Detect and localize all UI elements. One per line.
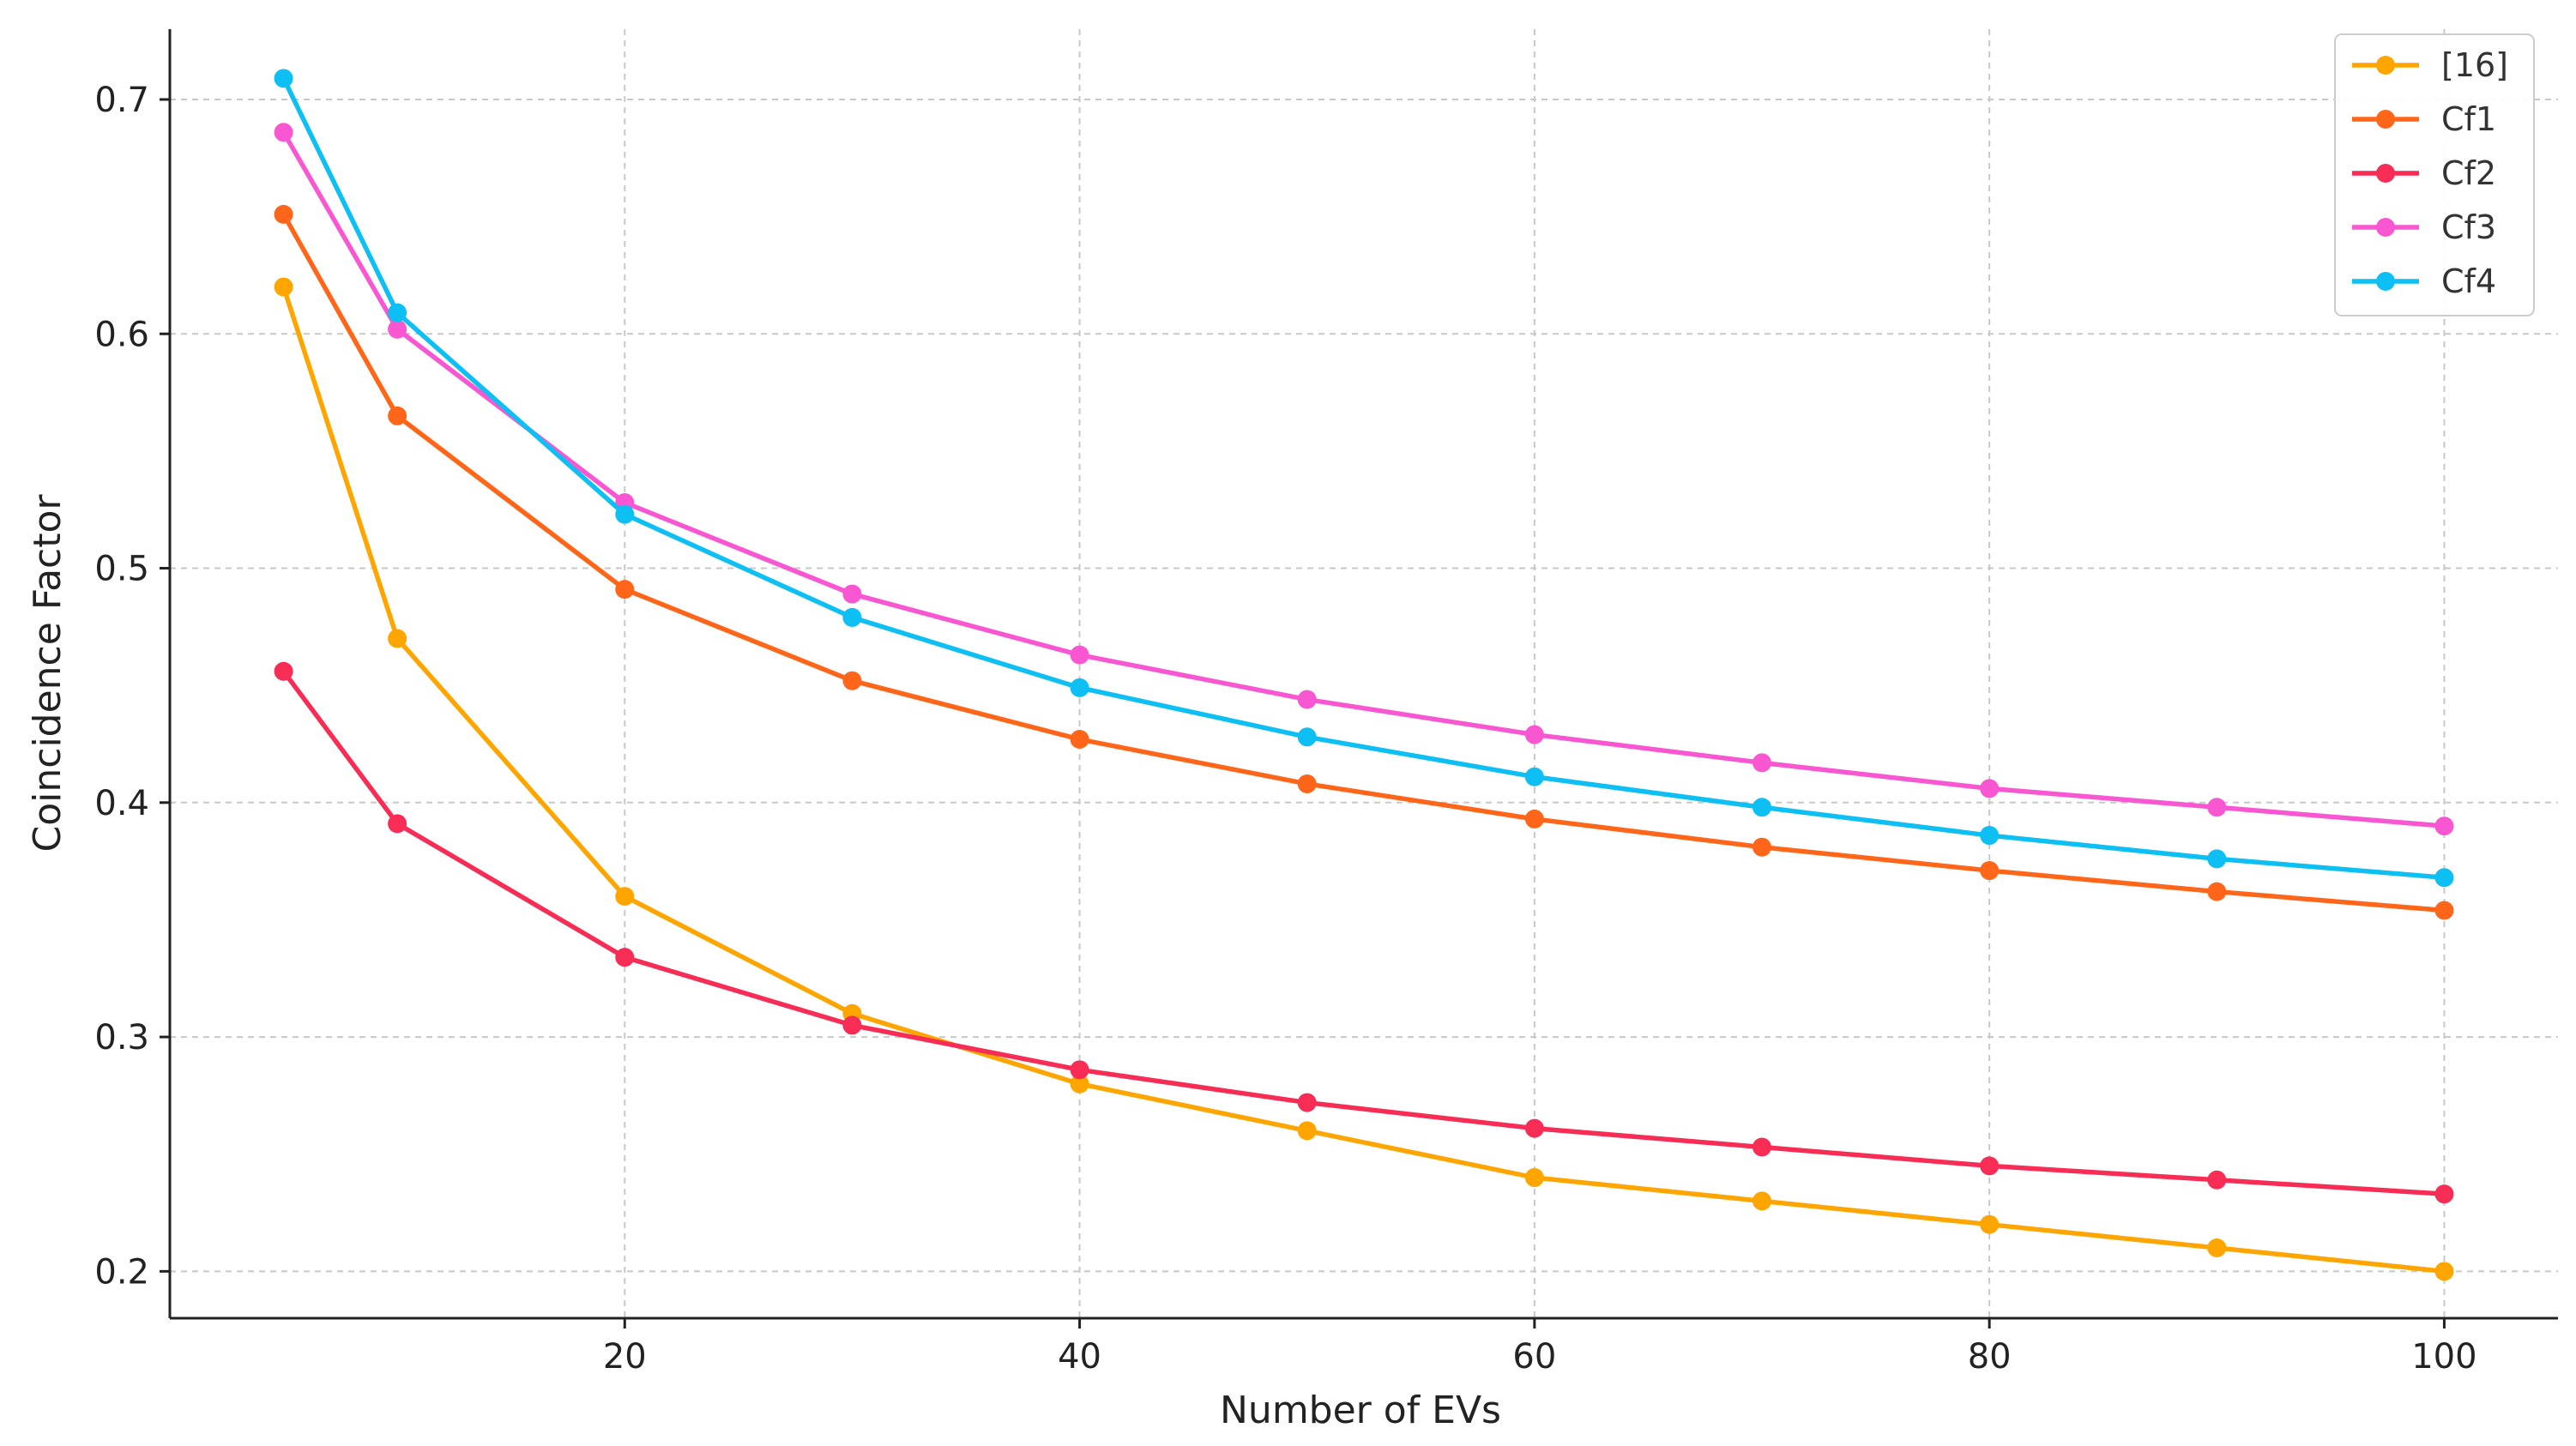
data-point-cf4 bbox=[842, 607, 862, 627]
data-point-cf1 bbox=[2434, 901, 2454, 920]
data-point-16 bbox=[388, 629, 407, 648]
legend-swatch-marker bbox=[2376, 272, 2395, 291]
data-point-cf2 bbox=[842, 1015, 862, 1035]
series-cf2 bbox=[274, 661, 2454, 1204]
data-point-16 bbox=[2207, 1238, 2227, 1258]
legend-item-cf2: Cf2 bbox=[2352, 154, 2496, 192]
y-tick-label: 0.7 bbox=[94, 81, 149, 120]
data-point-16 bbox=[1524, 1168, 1544, 1188]
data-point-cf1 bbox=[1753, 837, 1771, 857]
legend-swatch-marker bbox=[2376, 218, 2395, 237]
data-point-cf2 bbox=[1524, 1118, 1544, 1138]
data-point-16 bbox=[1297, 1121, 1317, 1141]
x-tick-label: 20 bbox=[603, 1337, 647, 1377]
y-axis-label: Coincidence Factor bbox=[26, 494, 69, 853]
data-point-cf2 bbox=[1980, 1156, 2000, 1176]
data-point-cf3 bbox=[1753, 753, 1771, 773]
series-line-cf3 bbox=[281, 130, 2445, 828]
legend-swatch-marker bbox=[2376, 110, 2395, 129]
legend-box bbox=[2334, 33, 2535, 316]
data-point-cf3 bbox=[2434, 816, 2454, 836]
data-point-cf4 bbox=[2434, 868, 2454, 888]
data-point-cf3 bbox=[1524, 725, 1544, 744]
data-point-cf1 bbox=[1070, 730, 1089, 750]
data-point-cf2 bbox=[388, 814, 407, 834]
series-line-cf1 bbox=[281, 213, 2445, 913]
data-point-cf4 bbox=[274, 69, 293, 88]
data-point-cf3 bbox=[1980, 779, 2000, 798]
data-point-cf2 bbox=[1753, 1137, 1771, 1157]
axes bbox=[168, 29, 2558, 1320]
legend-swatch-marker bbox=[2376, 164, 2395, 183]
series-line-cf2 bbox=[281, 670, 2445, 1196]
legend: [16] Cf1 Cf2 Cf3 Cf4 bbox=[2334, 33, 2535, 316]
data-point-cf4 bbox=[1070, 678, 1089, 697]
data-point-16 bbox=[2434, 1262, 2454, 1281]
legend-label: Cf1 bbox=[2441, 100, 2496, 138]
ticks: 20 40 60 80 100 0.2 0.3 0.4 0.5 0.6 0.7 bbox=[94, 81, 2476, 1377]
data-point-cf2 bbox=[2434, 1184, 2454, 1204]
y-tick-label: 0.6 bbox=[94, 315, 149, 354]
data-point-16 bbox=[1980, 1214, 2000, 1234]
data-point-cf1 bbox=[2207, 882, 2227, 901]
y-tick-label: 0.2 bbox=[94, 1252, 149, 1292]
series-cf1 bbox=[274, 204, 2454, 920]
data-point-cf3 bbox=[1070, 645, 1089, 665]
data-point-cf2 bbox=[1070, 1060, 1089, 1080]
data-point-cf4 bbox=[615, 504, 635, 524]
legend-item-cf3: Cf3 bbox=[2352, 208, 2496, 246]
series bbox=[274, 69, 2454, 1281]
data-point-16 bbox=[1753, 1191, 1771, 1211]
data-point-cf1 bbox=[274, 204, 293, 224]
legend-item-16: [16] bbox=[2352, 46, 2508, 84]
data-point-cf4 bbox=[2207, 849, 2227, 869]
legend-label: Cf2 bbox=[2441, 154, 2496, 192]
x-tick-label: 60 bbox=[1512, 1337, 1556, 1377]
series-cf3 bbox=[274, 123, 2454, 836]
x-tick-label: 100 bbox=[2411, 1337, 2476, 1377]
data-point-cf1 bbox=[1297, 774, 1317, 793]
legend-item-cf4: Cf4 bbox=[2352, 262, 2496, 300]
data-point-cf1 bbox=[1980, 861, 2000, 881]
data-point-cf4 bbox=[1524, 767, 1544, 786]
data-point-cf2 bbox=[615, 948, 635, 967]
data-point-16 bbox=[274, 277, 293, 297]
series-line-16 bbox=[281, 286, 2445, 1274]
series-cf4 bbox=[274, 69, 2454, 888]
data-point-cf1 bbox=[1524, 809, 1544, 828]
data-point-cf3 bbox=[274, 123, 293, 142]
series-16 bbox=[274, 277, 2454, 1281]
data-point-cf4 bbox=[1980, 826, 2000, 846]
x-tick-label: 80 bbox=[1968, 1337, 2012, 1377]
data-point-cf1 bbox=[842, 671, 862, 690]
y-tick-label: 0.3 bbox=[94, 1018, 149, 1057]
x-axis-label: Number of EVs bbox=[1220, 1389, 1501, 1432]
data-point-cf3 bbox=[2207, 798, 2227, 817]
x-tick-label: 40 bbox=[1058, 1337, 1101, 1377]
data-point-cf2 bbox=[2207, 1170, 2227, 1190]
data-point-cf2 bbox=[274, 661, 293, 681]
data-point-16 bbox=[1070, 1074, 1089, 1094]
data-point-cf3 bbox=[842, 584, 862, 604]
legend-item-cf1: Cf1 bbox=[2352, 100, 2496, 138]
data-point-cf3 bbox=[388, 319, 407, 339]
data-point-cf4 bbox=[1753, 798, 1771, 817]
legend-label: Cf4 bbox=[2441, 262, 2496, 300]
y-tick-label: 0.4 bbox=[94, 784, 149, 823]
legend-swatch-marker bbox=[2376, 56, 2395, 75]
data-point-cf3 bbox=[1297, 690, 1317, 709]
legend-label: [16] bbox=[2441, 46, 2508, 84]
y-tick-label: 0.5 bbox=[94, 550, 149, 589]
legend-label: Cf3 bbox=[2441, 208, 2496, 246]
grid bbox=[170, 29, 2558, 1318]
data-point-cf4 bbox=[388, 303, 407, 322]
data-point-cf1 bbox=[615, 580, 635, 599]
series-line-cf4 bbox=[281, 77, 2445, 880]
data-point-cf2 bbox=[1297, 1093, 1317, 1112]
data-point-cf4 bbox=[1297, 727, 1317, 747]
data-point-16 bbox=[615, 887, 635, 907]
data-point-cf1 bbox=[388, 406, 407, 425]
